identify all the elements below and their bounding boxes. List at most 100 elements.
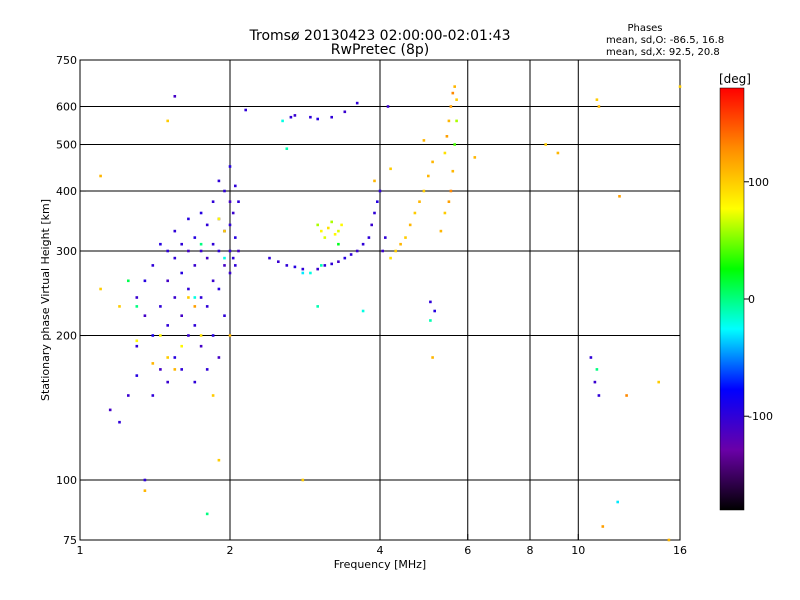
y-tick-label: 300 — [56, 245, 77, 258]
data-point — [337, 260, 340, 263]
data-point — [445, 135, 449, 138]
data-point — [217, 458, 221, 462]
data-point — [413, 211, 417, 215]
data-point — [597, 394, 601, 397]
y-axis-label: Stationary phase Virtual Height [km] — [39, 199, 52, 401]
data-point — [199, 334, 203, 337]
data-point — [333, 233, 337, 236]
data-point — [453, 85, 456, 88]
y-tick-label: 750 — [56, 54, 77, 67]
data-point — [443, 151, 447, 155]
data-point — [389, 256, 392, 260]
data-point — [301, 267, 305, 271]
data-point — [394, 249, 397, 253]
grid-lines — [80, 60, 680, 540]
x-axis-label: Frequency [MHz] — [334, 558, 426, 571]
data-point — [301, 478, 305, 482]
y-tick-label: 400 — [56, 185, 77, 198]
data-point — [199, 211, 203, 215]
data-point — [166, 119, 169, 123]
data-point — [361, 242, 365, 246]
data-point — [378, 189, 382, 193]
data-point — [449, 189, 453, 193]
data-point — [187, 217, 190, 221]
data-point — [135, 374, 139, 377]
data-point — [223, 229, 226, 233]
y-axis-ticks: 75 100 200 300 400 500 600 750 — [56, 54, 680, 547]
data-point — [657, 380, 660, 384]
data-point — [453, 143, 456, 146]
data-point — [173, 95, 177, 98]
data-point — [473, 156, 477, 159]
data-point — [199, 249, 203, 253]
data-point — [389, 167, 392, 171]
data-point — [180, 314, 183, 317]
data-point — [323, 236, 327, 239]
data-point — [451, 91, 455, 95]
data-point — [301, 271, 305, 275]
data-point — [601, 525, 605, 528]
data-point — [143, 279, 147, 283]
data-point — [447, 200, 451, 203]
data-point — [143, 314, 147, 317]
data-point — [544, 143, 547, 146]
data-point — [455, 119, 458, 123]
data-point — [330, 220, 333, 224]
data-point — [151, 362, 155, 365]
colorbar: [deg] 100 0 -100 — [719, 72, 773, 511]
data-point — [234, 184, 237, 188]
data-point — [173, 368, 177, 371]
data-point — [159, 334, 162, 337]
data-point — [422, 189, 426, 193]
stats-line-o: mean, sd,O: -86.5, 16.8 — [606, 35, 724, 46]
data-point — [217, 287, 221, 291]
chart-subtitle: RwPretec (8p) — [331, 42, 429, 58]
data-point — [293, 114, 297, 117]
data-point — [187, 287, 190, 291]
data-point — [439, 229, 443, 233]
data-point — [211, 200, 215, 203]
data-point — [211, 394, 215, 397]
data-point — [143, 489, 147, 492]
data-point — [316, 267, 319, 271]
data-point — [166, 380, 169, 384]
data-point — [320, 264, 323, 267]
data-point — [205, 305, 209, 308]
data-point — [237, 200, 240, 203]
x-tick-label: 4 — [377, 544, 384, 557]
y-tick-label: 100 — [56, 474, 77, 487]
data-point — [205, 368, 209, 371]
colorbar-ticks: 100 0 -100 — [744, 176, 773, 423]
data-point — [293, 265, 297, 269]
chart-title: Tromsø 20130423 02:00:00-02:01:43 — [249, 28, 511, 44]
x-tick-label: 1 — [77, 544, 84, 557]
x-tick-label: 10 — [571, 544, 585, 557]
x-tick-label: 8 — [527, 544, 534, 557]
data-point — [166, 279, 169, 283]
data-point — [173, 356, 177, 359]
data-point — [443, 211, 447, 215]
colorbar-tick-label: 0 — [748, 293, 755, 306]
data-point — [211, 242, 215, 246]
y-tick-label: 500 — [56, 139, 77, 152]
data-point — [223, 314, 226, 317]
data-point — [367, 236, 371, 239]
data-point — [223, 189, 226, 193]
data-point — [231, 211, 235, 215]
data-point — [373, 211, 376, 215]
data-point — [376, 200, 379, 203]
data-point — [408, 223, 412, 227]
data-point — [431, 160, 434, 164]
data-point — [228, 223, 232, 227]
data-point — [422, 139, 426, 142]
x-tick-label: 16 — [673, 544, 687, 557]
data-point — [355, 101, 359, 105]
data-point — [429, 319, 432, 322]
data-point — [373, 179, 376, 183]
data-point — [228, 334, 232, 337]
data-point — [166, 249, 169, 253]
data-point — [151, 334, 155, 337]
data-point — [187, 334, 190, 337]
data-point — [431, 356, 434, 359]
data-point — [455, 98, 458, 101]
